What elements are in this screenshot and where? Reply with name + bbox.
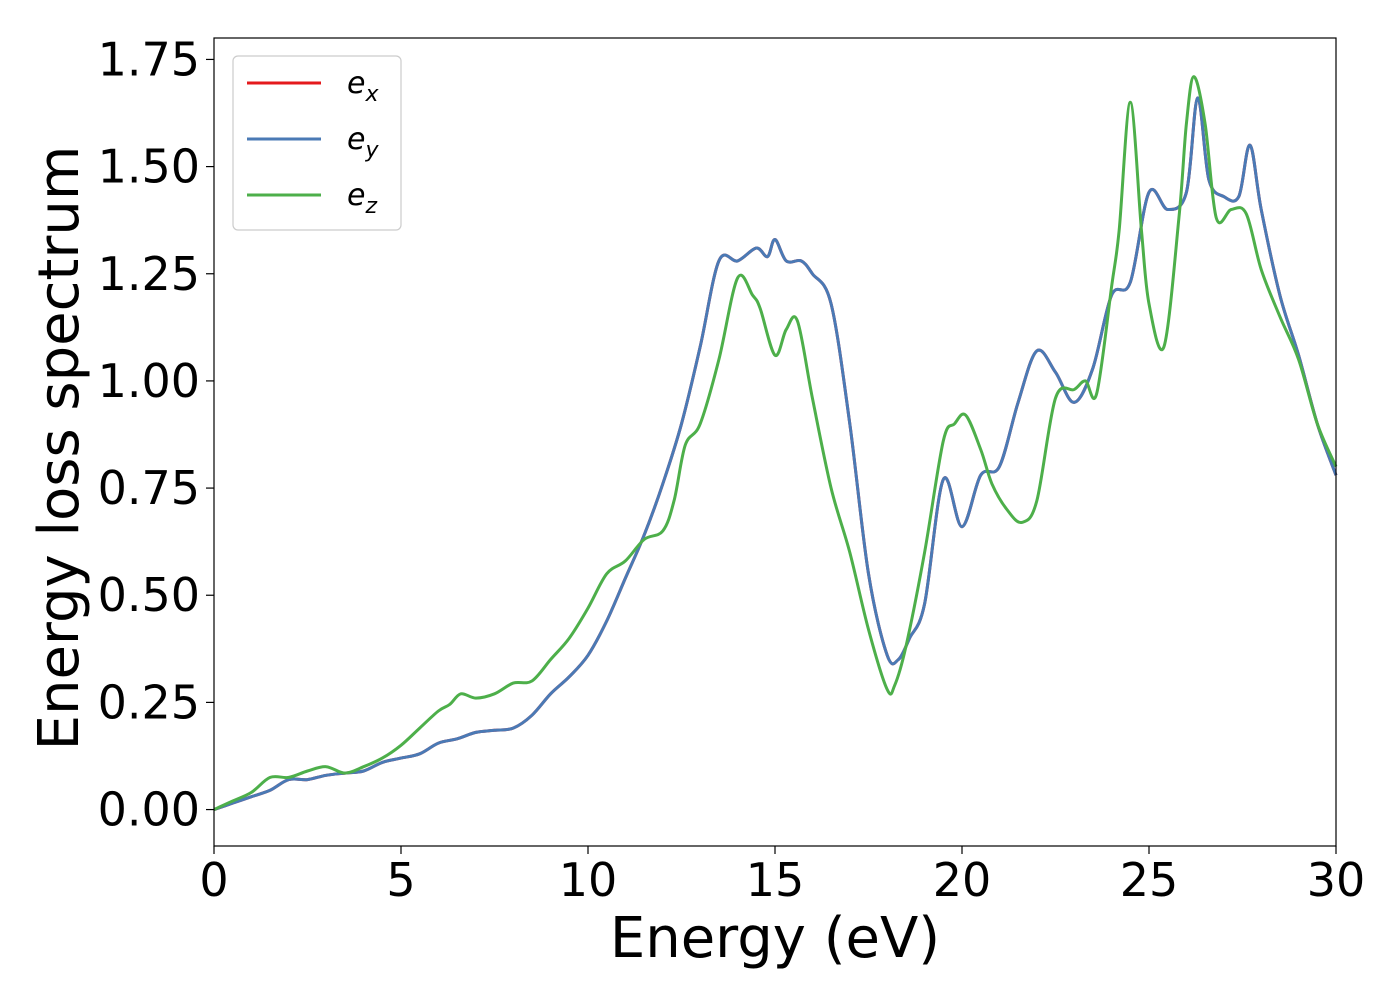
- y-tick-label: 1.50: [98, 140, 200, 194]
- legend-label-x: ex: [347, 66, 379, 107]
- y-tick-label: 0.00: [98, 783, 200, 837]
- x-axis-title: Energy (eV): [610, 906, 940, 971]
- x-tick-label: 20: [933, 853, 992, 907]
- y-tick-label: 0.75: [98, 461, 200, 515]
- axis-ticks: 0 5 10 15 20 25 30 0.00 0.25 0.50 0.75 1.00 1.25 1.50…: [98, 32, 1366, 907]
- y-axis-title: Energy loss spectrum: [27, 146, 92, 751]
- y-tick-label: 0.25: [98, 675, 200, 729]
- legend-label-z: ez: [347, 178, 377, 219]
- x-tick-label: 15: [746, 853, 805, 907]
- y-tick-label: 1.00: [98, 354, 200, 408]
- series-line-z: [213, 75, 1338, 811]
- y-tick-label: 1.25: [98, 247, 200, 301]
- legend-label-y: ey: [347, 122, 379, 163]
- x-tick-label: 0: [199, 853, 228, 907]
- x-tick-label: 30: [1307, 853, 1366, 907]
- legend-box: [232, 55, 402, 231]
- series-layer: [213, 75, 1338, 812]
- y-tick-label: 1.75: [98, 32, 200, 86]
- x-tick-label: 10: [559, 853, 618, 907]
- x-tick-label: 5: [386, 853, 415, 907]
- series-line-y: [213, 96, 1338, 812]
- x-tick-label: 25: [1120, 853, 1179, 907]
- legend: ex ey ez: [232, 55, 402, 231]
- y-tick-label: 0.50: [98, 568, 200, 622]
